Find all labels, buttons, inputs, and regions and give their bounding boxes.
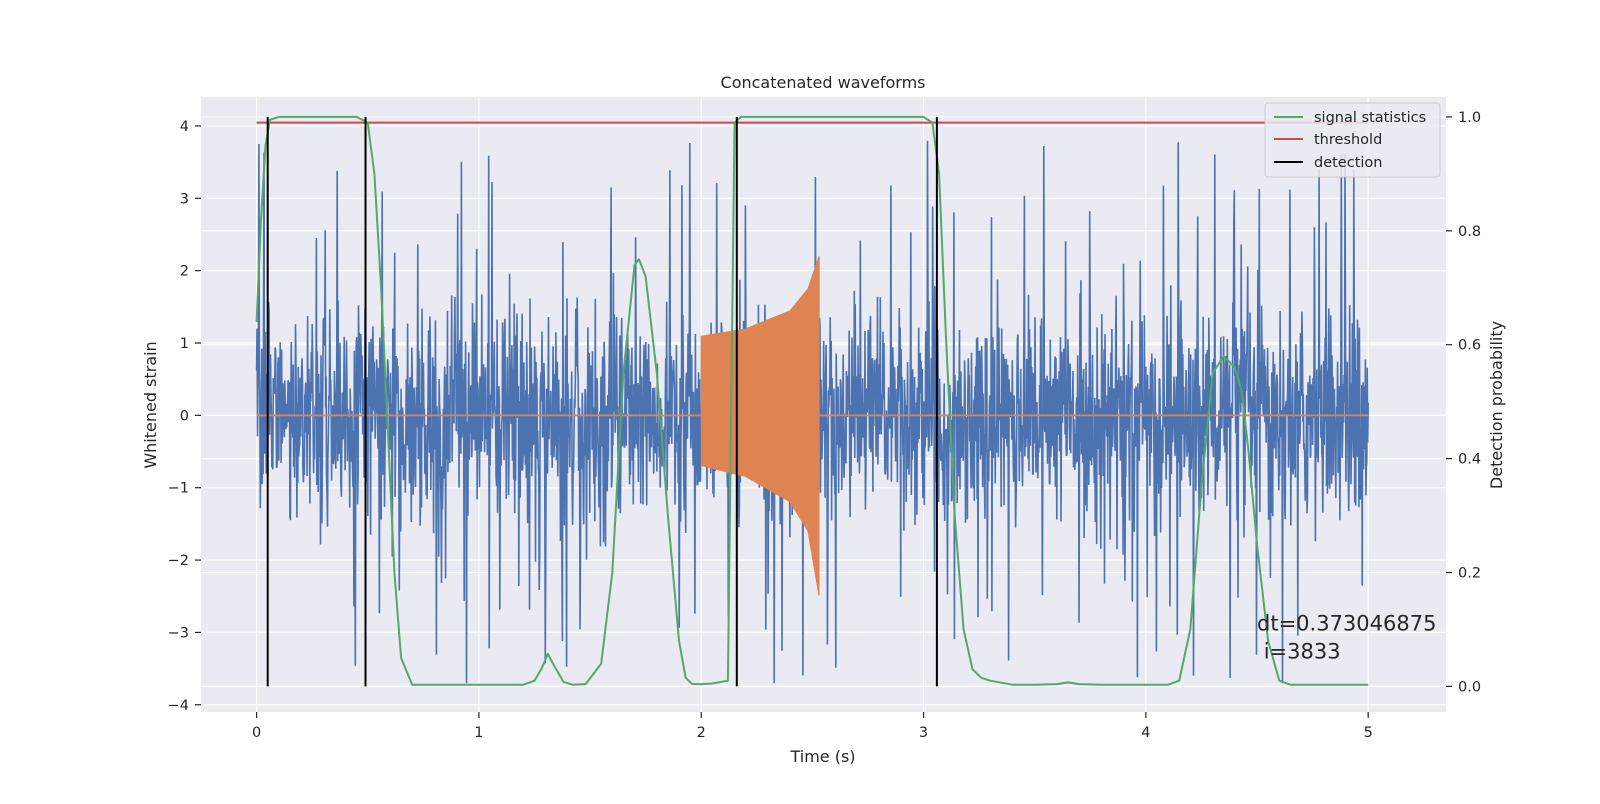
template-chirp-line: [700, 256, 820, 596]
annotation-index: i=3833: [1257, 640, 1341, 664]
x-tick-label: 1: [474, 725, 483, 741]
y-left-tick-label: −4: [168, 698, 189, 714]
y-left-tick-label: −3: [168, 625, 189, 641]
y-right-tick-label: 0.2: [1458, 565, 1481, 581]
x-axis-ticks: 0 1 2 3 4 5: [252, 712, 1373, 741]
y-left-axis-ticks: −4 −3 −2 −1 0 1 2 3 4: [168, 119, 201, 714]
y-left-tick-label: 3: [180, 191, 189, 207]
y-right-tick-label: 0.0: [1458, 679, 1481, 695]
x-tick-label: 4: [1141, 725, 1150, 741]
legend-box: [1264, 102, 1441, 178]
x-tick-label: 5: [1364, 725, 1373, 741]
y-right-tick-label: 1.0: [1458, 110, 1481, 126]
x-axis-label: Time (s): [789, 747, 855, 766]
legend-label-signal-statistics: signal statistics: [1314, 110, 1426, 126]
signal-statistics-series: [255, 115, 1369, 686]
x-tick-label: 0: [252, 725, 261, 741]
y-left-tick-label: 0: [180, 408, 189, 424]
annotation-dt: dt=0.373046875: [1257, 612, 1436, 636]
y-left-axis-label: Whitened strain: [141, 341, 160, 468]
detection-series: [266, 116, 938, 687]
y-right-tick-label: 0.8: [1458, 224, 1481, 240]
x-tick-label: 2: [697, 725, 706, 741]
legend-label-threshold: threshold: [1314, 132, 1382, 148]
y-left-tick-label: 1: [180, 336, 189, 352]
y-left-tick-label: −1: [168, 481, 189, 497]
x-tick-label: 3: [919, 725, 928, 741]
y-right-tick-label: 0.4: [1458, 452, 1481, 468]
y-right-tick-label: 0.6: [1458, 338, 1481, 354]
annotation-text: dt=0.373046875 i=3833: [1257, 612, 1436, 664]
y-right-axis-ticks: 0.0 0.2 0.4 0.6 0.8 1.0: [1446, 110, 1481, 695]
y-left-tick-label: −2: [168, 553, 189, 569]
legend-label-detection: detection: [1314, 155, 1382, 171]
y-right-axis-label: Detection probability: [1487, 321, 1506, 489]
signal-statistics-line: [255, 115, 1369, 686]
legend: signal statistics threshold detection: [1264, 102, 1441, 178]
template-strain-series: [256, 256, 1369, 596]
chart-title: Concatenated waveforms: [721, 73, 926, 92]
y-left-tick-label: 4: [180, 119, 189, 135]
y-left-tick-label: 2: [180, 264, 189, 280]
